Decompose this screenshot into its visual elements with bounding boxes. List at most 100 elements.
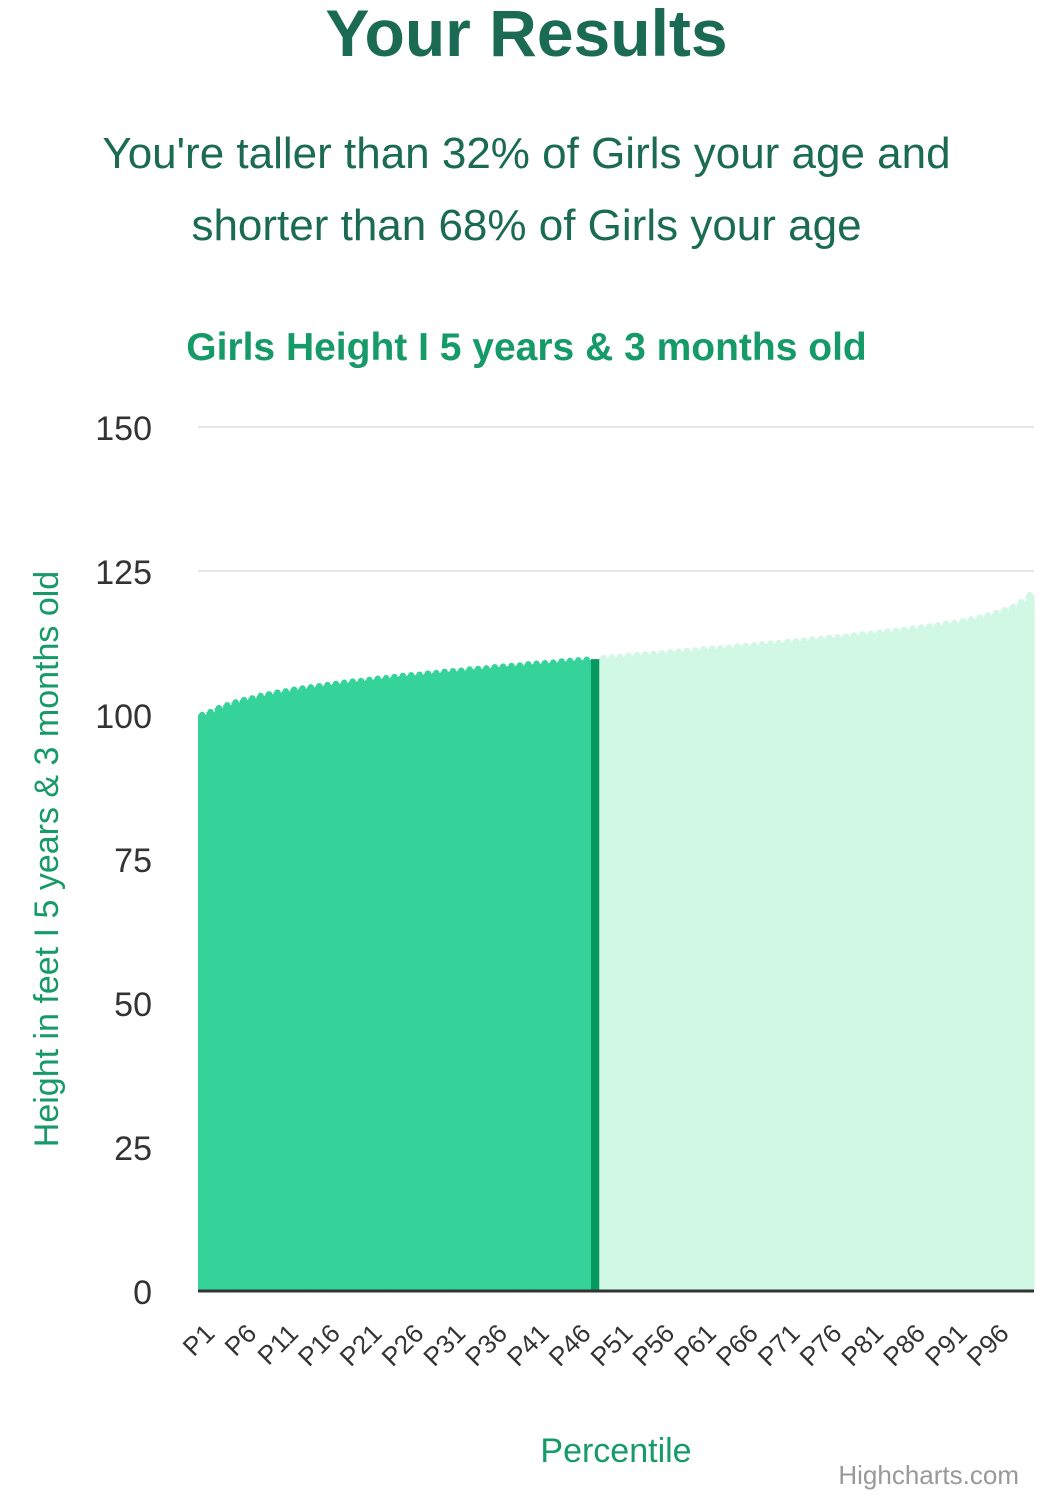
percentile-bar[interactable] <box>524 664 533 1291</box>
percentile-bar[interactable] <box>657 653 667 1291</box>
percentile-bar[interactable] <box>473 668 483 1291</box>
percentile-bar[interactable] <box>607 657 617 1291</box>
percentile-bar[interactable] <box>415 674 425 1291</box>
percentile-bar[interactable] <box>883 631 893 1291</box>
percentile-bar[interactable] <box>900 629 910 1291</box>
percentile-bar[interactable] <box>323 685 333 1291</box>
percentile-bar[interactable] <box>933 625 943 1291</box>
percentile-bar[interactable] <box>942 623 951 1291</box>
percentile-bar[interactable] <box>674 651 684 1291</box>
percentile-bar[interactable] <box>666 652 676 1291</box>
percentile-bar[interactable] <box>348 681 358 1291</box>
percentile-bar[interactable] <box>749 645 759 1291</box>
percentile-bar[interactable] <box>373 678 383 1291</box>
percentile-bar[interactable] <box>983 615 993 1291</box>
percentile-bar[interactable] <box>440 671 450 1291</box>
percentile-bar[interactable] <box>992 613 1002 1291</box>
percentile-bar[interactable] <box>239 700 249 1291</box>
percentile-bar[interactable] <box>557 661 567 1291</box>
percentile-bar[interactable] <box>791 641 801 1291</box>
percentile-bar[interactable] <box>407 675 416 1291</box>
percentile-bar[interactable] <box>448 671 458 1291</box>
percentile-bar[interactable] <box>398 675 408 1291</box>
percentile-bar[interactable] <box>206 712 216 1291</box>
percentile-bar[interactable] <box>967 619 977 1291</box>
percentile-bar[interactable] <box>590 659 600 1291</box>
percentile-bar[interactable] <box>716 648 726 1291</box>
percentile-bar[interactable] <box>457 670 467 1291</box>
percentile-bar[interactable] <box>214 708 224 1291</box>
percentile-bar[interactable] <box>507 666 517 1291</box>
percentile-bar[interactable] <box>423 673 433 1291</box>
percentile-bar[interactable] <box>766 643 776 1291</box>
percentile-bar[interactable] <box>875 632 885 1291</box>
percentile-bar[interactable] <box>733 646 742 1291</box>
percentile-bar[interactable] <box>783 641 793 1291</box>
percentile-bar[interactable] <box>925 626 935 1291</box>
percentile-bar[interactable] <box>298 688 308 1291</box>
percentile-bar[interactable] <box>691 650 701 1291</box>
percentile-bar[interactable] <box>365 679 375 1291</box>
percentile-bar[interactable] <box>816 638 826 1291</box>
percentile-bar[interactable] <box>390 676 400 1291</box>
percentile-bar[interactable] <box>891 630 901 1291</box>
percentile-bar[interactable] <box>223 705 233 1291</box>
percentile-bar[interactable] <box>841 636 851 1291</box>
percentile-bar[interactable] <box>916 627 926 1291</box>
percentile-bar[interactable] <box>198 715 207 1291</box>
percentile-bar[interactable] <box>273 692 283 1291</box>
percentile-bar[interactable] <box>490 667 500 1291</box>
percentile-bar[interactable] <box>315 686 324 1291</box>
percentile-bar[interactable] <box>482 668 492 1291</box>
percentile-bar[interactable] <box>958 621 968 1291</box>
percentile-bar[interactable] <box>774 643 784 1291</box>
percentile-bar[interactable] <box>264 694 274 1291</box>
percentile-bar[interactable] <box>540 663 550 1291</box>
percentile-bar[interactable] <box>641 654 651 1291</box>
percentile-bar[interactable] <box>549 662 559 1291</box>
percentile-bar[interactable] <box>381 678 391 1291</box>
percentile-bar[interactable] <box>866 633 876 1291</box>
percentile-bar[interactable] <box>289 689 299 1291</box>
percentile-bar[interactable] <box>616 656 625 1291</box>
percentile-bar[interactable] <box>306 687 316 1291</box>
percentile-bar[interactable] <box>724 647 734 1291</box>
percentile-bar[interactable] <box>465 669 475 1291</box>
percentile-bar[interactable] <box>833 637 843 1291</box>
percentile-bar[interactable] <box>682 651 692 1291</box>
highcharts-credits[interactable]: Highcharts.com <box>838 1460 1019 1490</box>
percentile-bar[interactable] <box>340 682 350 1291</box>
percentile-bar[interactable] <box>632 655 642 1291</box>
percentile-bar[interactable] <box>574 660 584 1291</box>
percentile-bar[interactable] <box>825 637 834 1291</box>
percentile-bar[interactable] <box>1025 595 1035 1291</box>
percentile-bar[interactable] <box>1017 602 1027 1291</box>
percentile-bar[interactable] <box>532 663 542 1291</box>
percentile-bar[interactable] <box>624 655 634 1291</box>
percentile-bar[interactable] <box>908 628 918 1291</box>
percentile-bar[interactable] <box>799 640 809 1291</box>
percentile-bar[interactable] <box>498 666 508 1291</box>
percentile-bar[interactable] <box>231 702 241 1291</box>
percentile-bar[interactable] <box>1000 610 1010 1291</box>
percentile-bar[interactable] <box>256 695 266 1291</box>
percentile-bar[interactable] <box>858 634 868 1291</box>
percentile-bar[interactable] <box>758 644 768 1291</box>
percentile-bar[interactable] <box>850 635 860 1291</box>
percentile-bar[interactable] <box>515 665 525 1291</box>
percentile-bar[interactable] <box>808 639 818 1291</box>
percentile-bar[interactable] <box>281 691 291 1291</box>
percentile-bar[interactable] <box>707 648 717 1291</box>
percentile-bar[interactable] <box>331 683 341 1291</box>
percentile-bar[interactable] <box>356 681 366 1291</box>
percentile-bar[interactable] <box>582 659 592 1291</box>
percentile-bar[interactable] <box>649 653 659 1291</box>
percentile-bar[interactable] <box>741 645 751 1291</box>
percentile-bar[interactable] <box>975 617 985 1291</box>
percentile-bar[interactable] <box>1008 606 1018 1291</box>
percentile-bar[interactable] <box>599 657 609 1291</box>
percentile-bar[interactable] <box>699 649 709 1291</box>
percentile-bar[interactable] <box>248 698 258 1291</box>
percentile-bar[interactable] <box>950 622 960 1291</box>
percentile-bar[interactable] <box>565 660 575 1291</box>
